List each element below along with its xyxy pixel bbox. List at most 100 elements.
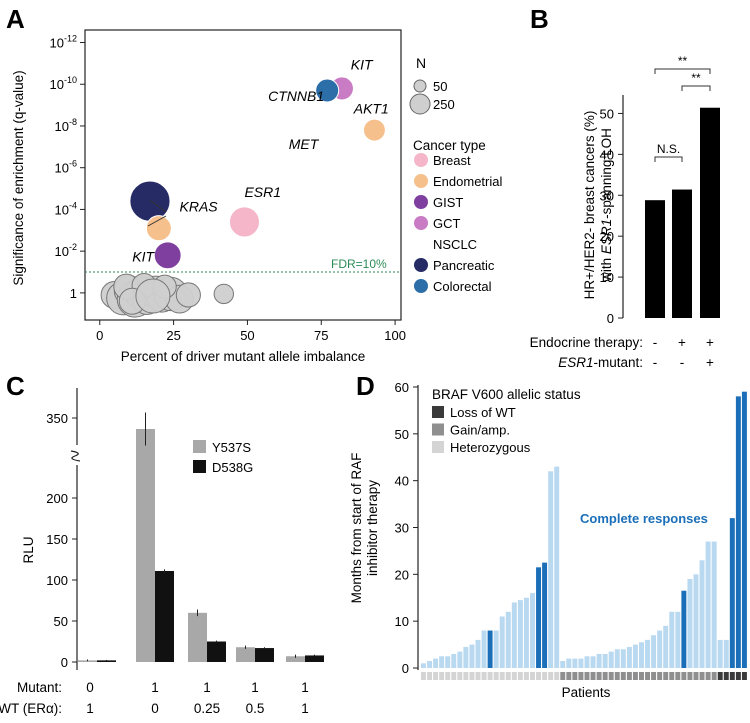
d-y-tick-label-40: 40: [395, 474, 409, 489]
y-tick-exponent: -8: [69, 117, 77, 127]
d-bar-patient-2: [427, 660, 433, 668]
panel-a-gene-labels: KIT CTNNB1 AKT1 MET ESR1 KRAS KIT: [132, 57, 389, 265]
point-akt1-2: [362, 118, 386, 142]
panel-b-y-label-prefix: with: [599, 254, 614, 283]
c-bar-d538g-0: [97, 660, 116, 662]
y-tick-exponent: -2: [69, 242, 77, 252]
x-tick-label-25: 25: [166, 328, 180, 343]
d-status-cell-patient-12: [487, 672, 493, 680]
d-bar-patient-7: [457, 651, 463, 668]
d-status-cell-patient-34: [620, 672, 626, 680]
d-legend-swatch-2: [432, 441, 444, 453]
d-status-cell-patient-36: [632, 672, 638, 680]
legend-label-gist: GIST: [433, 195, 463, 210]
panel-a-frame: [84, 29, 402, 321]
c-bar-d538g-1: [155, 570, 174, 662]
d-status-cell-patient-27: [578, 672, 584, 680]
c-legend-label-y537s: Y537S: [212, 440, 251, 455]
gray-point-16: [213, 283, 234, 305]
d-status-cell-patient-33: [614, 672, 620, 680]
d-status-cell-patient-43: [675, 672, 681, 680]
legend-label-colorectal: Colorectal: [433, 279, 492, 294]
d-status-cell-patient-50: [717, 672, 723, 680]
y-tick-base: 10: [55, 119, 69, 134]
c-row-1-value-4: 1: [301, 701, 309, 716]
d-bar-patient-22: [548, 471, 554, 668]
panel-c-legend: Y537S D538G: [193, 440, 253, 475]
d-bar-patient-6: [451, 653, 457, 668]
b-bar-0: [645, 200, 665, 318]
d-bar-patient-39: [651, 635, 657, 668]
bracket-0: [654, 156, 683, 162]
b-bar-1: [672, 189, 692, 318]
panel-b-condition-rows: Endocrine therapy: - + +ESR1-mutant: - - +: [530, 335, 714, 370]
d-status-cell-patient-6: [451, 672, 457, 680]
b-y-tick-label-40: 40: [600, 147, 614, 162]
d-status-cell-patient-15: [505, 672, 511, 680]
d-bar-patient-30: [596, 653, 602, 668]
d-status-cell-patient-54: [741, 672, 747, 680]
d-bar-patient-43: [675, 611, 681, 668]
y-tick-base: 10: [55, 244, 69, 259]
fdr-label: FDR=10%: [331, 257, 387, 271]
d-status-cell-patient-51: [723, 672, 729, 680]
panel-b-y-label-gene: ESR1: [599, 219, 614, 254]
d-status-cell-patient-4: [439, 672, 445, 680]
y-tick-label-2: 10-8: [55, 117, 77, 134]
d-bar-patient-47: [699, 560, 705, 668]
d-bar-patient-9: [469, 644, 475, 668]
d-bar-patient-28: [584, 656, 590, 668]
point-esr1-3: [228, 206, 260, 238]
size-legend-small: 50: [433, 79, 447, 94]
legend-swatch-gct: [414, 216, 428, 230]
d-status-cell-patient-16: [511, 672, 517, 680]
d-bar-patient-50: [717, 639, 723, 668]
panel-d-bar-chart: 0 10 20 30 40 50 60 Months from start of RAF i…: [349, 380, 747, 700]
x-tick-label-100: 100: [384, 328, 406, 343]
c-row-0-value-3: 1: [251, 680, 259, 695]
point-kras-4: [129, 180, 171, 222]
y-tick-exponent: -4: [69, 200, 77, 210]
panel-c-condition-rows: Mutant: 0 1 1 1 1 WT (ERα): 1 0 0.25 0.5 1: [0, 680, 309, 716]
b-y-tick-label-0: 0: [607, 311, 614, 326]
panel-d-x-label: Patients: [562, 685, 611, 700]
c-bar-y537s-3: [236, 647, 255, 662]
gene-label-ctnnb1-1: CTNNB1: [268, 88, 324, 104]
y-tick-label-1: 10-10: [50, 75, 77, 92]
d-bar-patient-21: [542, 562, 548, 668]
d-status-cell-patient-14: [499, 672, 505, 680]
d-status-cell-patient-38: [645, 672, 651, 680]
panel-d-y-label-line2: inhibitor therapy: [365, 480, 380, 576]
d-bar-patient-26: [572, 658, 578, 668]
legend-swatch-gist: [414, 195, 428, 209]
axis-break-mark: [70, 450, 81, 462]
panel-c-bar-chart: 0 50 100 150 200 350 RLU Y537S D538G Mutant: 0 1…: [0, 388, 324, 716]
d-status-cell-patient-7: [457, 672, 463, 680]
d-y-tick-label-20: 20: [395, 567, 409, 582]
d-bar-patient-14: [499, 616, 505, 668]
d-bar-patient-1: [421, 663, 426, 668]
b-y-tick-label-20: 20: [600, 229, 614, 244]
b-row-label-1: ESR1-mutant:: [558, 355, 643, 370]
leader-kras-pancreatic: [149, 199, 167, 213]
b-y-tick-label-50: 50: [600, 106, 614, 121]
d-bar-patient-15: [505, 611, 511, 668]
b-row-1-value-0: -: [653, 355, 658, 370]
d-status-cell-patient-18: [523, 672, 529, 680]
d-status-cell-patient-3: [433, 672, 439, 680]
panel-a-significant-points: [129, 76, 386, 270]
y-tick-base: 10: [50, 36, 64, 51]
bracket-2: [654, 68, 711, 74]
d-bar-patient-42: [669, 611, 675, 668]
c-row-0-value-1: 1: [151, 680, 159, 695]
panel-a-x-ticks: 0 25 50 75 100: [96, 320, 406, 343]
c-row-0-value-2: 1: [203, 680, 211, 695]
c-y-tick-label-100: 100: [46, 573, 68, 588]
panel-letter-c: C: [6, 371, 25, 401]
y-tick-base: 10: [55, 161, 69, 176]
y-tick-exponent: -12: [64, 34, 77, 44]
d-bar-patient-10: [475, 639, 481, 668]
y-tick-label-4: 10-4: [55, 200, 77, 217]
d-bar-patient-46: [693, 574, 699, 668]
